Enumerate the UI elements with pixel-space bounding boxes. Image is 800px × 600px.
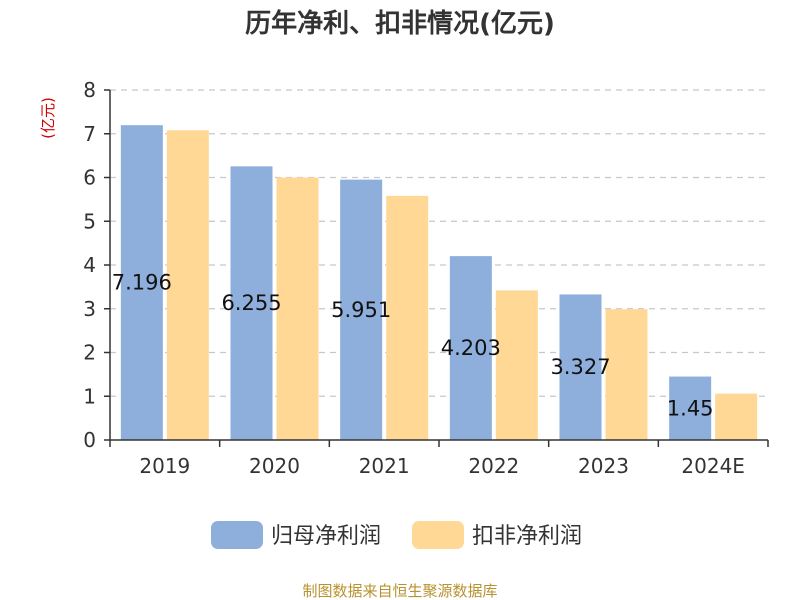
x-tick-label: 2022 [468,454,519,478]
data-label: 3.327 [550,355,610,379]
y-tick-label: 7 [83,122,96,146]
bar-net-profit-2023 [559,294,602,440]
bar-net-profit-2019 [120,125,163,441]
y-tick-label: 3 [83,297,96,321]
data-labels: 7.196 6.255 5.951 4.203 3.327 1.45 [112,271,714,421]
data-label: 7.196 [112,271,172,295]
y-tick-label: 0 [83,428,96,452]
x-tick-label: 2020 [249,454,300,478]
bar-net-profit-2021 [340,179,383,441]
bar-net-profit-2022 [449,256,492,440]
bar-deducted-profit-2022 [495,290,538,440]
y-tick-label: 5 [83,209,96,233]
bar-net-profit-2024E [669,376,712,440]
x-tick-label: 2021 [359,454,410,478]
legend-swatch-0[interactable] [211,521,263,549]
y-tick-label: 6 [83,166,96,190]
data-label: 4.203 [441,336,501,360]
y-tick-label: 8 [83,78,96,102]
bars [120,125,758,441]
x-tick-label: 2019 [139,454,190,478]
legend-label-0[interactable]: 归母净利润 [271,524,381,549]
data-label: 6.255 [221,291,281,315]
legend: 归母净利润 扣非净利润 [211,521,582,549]
bar-net-profit-2020 [230,166,273,440]
y-axis-unit: (亿元) [39,97,57,139]
bar-deducted-profit-2021 [386,195,429,440]
x-tick-label: 2024E [681,454,745,478]
data-label: 1.45 [667,396,714,420]
y-tick-label: 1 [83,384,96,408]
chart-title: 历年净利、扣非情况(亿元) [245,8,555,39]
legend-swatch-1[interactable] [412,521,464,549]
x-tick-label: 2023 [578,454,629,478]
y-tick-label: 4 [83,253,96,277]
data-label: 5.951 [331,298,391,322]
bar-deducted-profit-2020 [276,177,319,440]
bar-deducted-profit-2019 [166,130,209,440]
bar-deducted-profit-2023 [605,309,648,440]
legend-label-1[interactable]: 扣非净利润 [472,524,582,549]
axes: 0 1 2 3 4 5 6 7 8 2019 2020 2021 2022 2023 2024E [83,78,769,478]
bar-deducted-profit-2024E [715,393,758,440]
source-note: 制图数据来自恒生聚源数据库 [302,582,497,600]
y-tick-label: 2 [83,341,96,365]
